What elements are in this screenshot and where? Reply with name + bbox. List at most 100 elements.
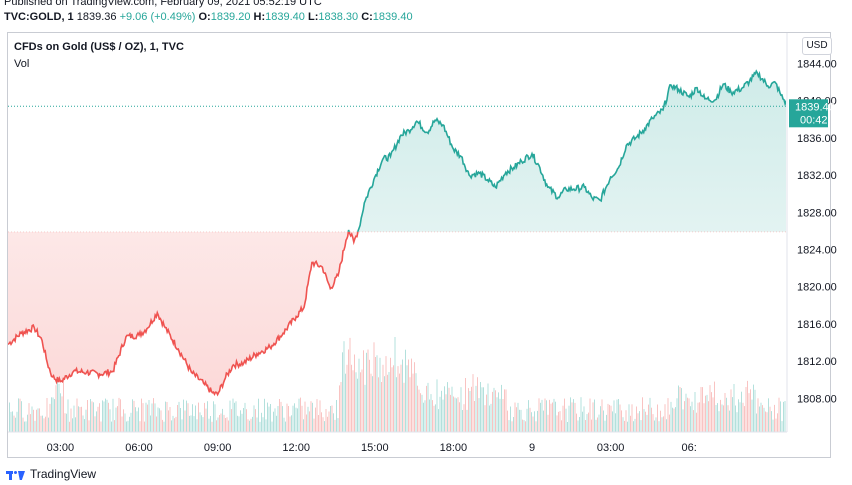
volume-bar (355, 372, 357, 432)
volume-bar (277, 406, 279, 432)
volume-bar (757, 398, 759, 432)
volume-bar (493, 387, 495, 432)
volume-bar (390, 357, 391, 432)
volume-bar (771, 411, 772, 432)
volume-bar (487, 383, 489, 432)
volume-bar (706, 394, 708, 432)
volume-bar (645, 411, 646, 432)
up-area (8, 71, 786, 232)
volume-bar (504, 389, 505, 432)
volume-bar (340, 382, 342, 432)
volume-bar (511, 421, 513, 432)
volume-bar (39, 408, 40, 432)
volume-bar (633, 421, 634, 432)
volume-bar (624, 420, 625, 432)
volume-bar (10, 411, 12, 432)
volume-bar (159, 408, 160, 432)
volume-bar (103, 401, 105, 432)
volume-bar (267, 402, 268, 432)
volume-bar (72, 418, 73, 432)
volume-bar (594, 399, 595, 432)
volume-bar (289, 416, 291, 432)
tradingview-logo[interactable]: TradingView (6, 467, 96, 481)
volume-bar (628, 404, 630, 432)
volume-bar (297, 408, 298, 432)
volume-bar (342, 352, 343, 432)
volume-bar (58, 383, 60, 432)
volume-bar (670, 401, 672, 432)
volume-bar (60, 393, 61, 432)
last-price: 1839.36 (76, 11, 117, 23)
volume-bar (274, 408, 276, 432)
y-tick-label: 1820.00 (797, 282, 837, 294)
volume-bar (180, 408, 181, 432)
volume-bar (751, 399, 753, 432)
volume-bar (264, 398, 265, 432)
volume-bar (529, 407, 531, 432)
y-tick-label: 1812.00 (797, 356, 837, 368)
volume-bar (720, 399, 721, 432)
volume-bar (30, 414, 31, 432)
volume-bar (753, 384, 754, 432)
volume-bar (102, 400, 103, 432)
volume-bar (241, 413, 243, 432)
volume-bar (441, 390, 442, 432)
volume-bar (273, 411, 274, 432)
volume-bar (571, 402, 573, 432)
volume-bar (582, 411, 583, 432)
volume-bar (688, 398, 690, 432)
volume-bar (321, 412, 322, 432)
volume-bar (42, 415, 43, 432)
volume-bar (358, 358, 360, 432)
symbol-label: TVC:GOLD, 1 (4, 11, 74, 23)
time-axis[interactable]: 03:00 06:00 09:00 12:00 15:00 18:00 9 03:00 06: (8, 431, 787, 454)
volume-bar (634, 418, 636, 432)
volume-bar (418, 389, 420, 432)
volume-bar (190, 415, 192, 432)
close-label: C: (361, 11, 373, 23)
volume-bar (219, 415, 220, 432)
volume-bar (673, 408, 675, 432)
volume-bar (63, 380, 64, 432)
price-axis[interactable]: 1844.001840.001836.001832.001828.001824.… (786, 33, 837, 432)
volume-bar (507, 410, 508, 432)
volume-bar (499, 398, 501, 432)
volume-bar (153, 398, 154, 432)
volume-bar (292, 405, 294, 432)
volume-bar (435, 404, 436, 432)
volume-bar (280, 401, 282, 432)
volume-bar (346, 364, 348, 432)
volume-bar (684, 401, 685, 432)
volume-bar (454, 397, 456, 432)
volume-bar (666, 419, 667, 432)
volume-bar (27, 414, 28, 432)
price-change: +9.06 (+0.49%) (119, 11, 196, 23)
volume-bar (37, 408, 39, 432)
volume-bar (315, 407, 316, 432)
volume-bar (774, 404, 775, 432)
volume-bar (597, 417, 598, 432)
volume-bar (448, 387, 450, 432)
volume-bar (15, 417, 16, 432)
currency-button[interactable]: USD (802, 37, 832, 55)
volume-bar (535, 421, 537, 432)
volume-bar (28, 403, 30, 432)
volume-bar (588, 412, 589, 432)
volume-bar (591, 419, 592, 432)
volume-bar (154, 403, 156, 432)
volume-bar (381, 382, 382, 432)
volume-bar (64, 413, 66, 432)
volume-bar (430, 394, 432, 432)
volume-bar (132, 399, 133, 432)
volume-bar (181, 419, 183, 432)
volume-bar (238, 416, 240, 432)
volume-bar (732, 397, 733, 432)
volume-bar (270, 404, 271, 432)
volume-bar (505, 389, 507, 432)
volume-bar (526, 408, 528, 432)
volume-bar (759, 406, 760, 432)
volume-bar (678, 385, 679, 432)
volume-bar (679, 387, 681, 432)
volume-bar (549, 399, 550, 432)
